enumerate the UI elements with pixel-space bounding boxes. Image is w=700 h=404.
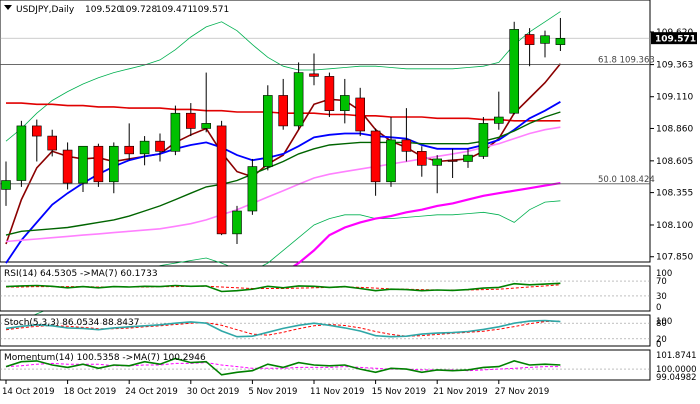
osc-tick-label: 0 xyxy=(656,340,661,350)
candle-body xyxy=(524,34,535,45)
candle-body xyxy=(324,76,335,111)
candle-body xyxy=(93,145,104,183)
rsi-label: RSI(14) 64.5305 ->MA(7) 60.1733 xyxy=(4,269,158,279)
candle-body xyxy=(416,151,427,166)
momentum-label: Momentum(14) 100.5358 ->MA(7) 100.2946 xyxy=(4,353,206,363)
price-tick-label: 109.363 xyxy=(656,61,693,71)
candle-body xyxy=(463,154,473,162)
candle-body xyxy=(201,123,211,129)
price-tick-label: 108.100 xyxy=(656,221,693,231)
date-tick-label: 5 Nov 2019 xyxy=(248,387,297,397)
candle-body xyxy=(16,125,27,181)
candle-body xyxy=(139,140,150,155)
date-tick-label: 14 Oct 2019 xyxy=(2,387,55,397)
candle-body xyxy=(31,125,42,137)
candle-body xyxy=(124,145,134,155)
candle-body xyxy=(447,159,458,162)
price-tick-label: 109.110 xyxy=(656,93,693,103)
fib-level-label: 61.8 109.363 xyxy=(598,56,655,66)
osc-tick-label: 80 xyxy=(656,319,667,329)
date-tick-label: 21 Nov 2019 xyxy=(433,387,487,397)
price-tick-label: 107.850 xyxy=(656,253,693,263)
current-price-marker xyxy=(651,32,697,45)
ohlc-low: 109.471 xyxy=(156,5,193,15)
candle-body xyxy=(370,130,381,183)
candle-body xyxy=(109,145,119,183)
indicator-line xyxy=(5,319,561,338)
osc-tick-label: 100 xyxy=(656,269,672,279)
date-axis: 14 Oct 2019 18 Oct 2019 24 Oct 2019 30 Oct … xyxy=(2,380,549,397)
date-tick-label: 30 Oct 2019 xyxy=(187,387,240,397)
date-tick-label: 18 Oct 2019 xyxy=(64,387,117,397)
date-tick-label: 27 Nov 2019 xyxy=(495,387,549,397)
candle-body xyxy=(232,210,242,235)
candle-body xyxy=(155,140,165,152)
candlesticks xyxy=(1,17,566,245)
candle-body xyxy=(355,97,366,132)
fib-level-label: 50.0 108.424 xyxy=(598,175,655,185)
candle-body xyxy=(186,112,196,129)
ohlc-high: 109.728 xyxy=(120,5,157,15)
candle-body xyxy=(293,72,304,127)
band-line xyxy=(5,11,561,142)
date-tick-label: 11 Nov 2019 xyxy=(310,387,364,397)
candle-body xyxy=(509,29,520,114)
date-tick-label: 15 Nov 2019 xyxy=(372,387,426,397)
candle-body xyxy=(386,139,396,183)
date-tick-label: 24 Oct 2019 xyxy=(125,387,178,397)
candle-body xyxy=(247,166,258,212)
candle-body xyxy=(555,37,566,45)
candle-body xyxy=(278,95,289,127)
ohlc-close: 109.571 xyxy=(192,5,229,15)
ohlc-open: 109.520 xyxy=(85,5,122,15)
osc-tick-label: 70 xyxy=(656,277,667,287)
osc-tick-label: 0 xyxy=(656,303,661,313)
candle-body xyxy=(540,35,550,44)
osc-tick-label: 99.04982 xyxy=(656,373,697,383)
osc-tick-label: 30 xyxy=(656,292,667,302)
candle-body xyxy=(493,116,504,124)
candle-body xyxy=(309,73,319,77)
current-price-label: 109.571 xyxy=(655,35,696,45)
indicator-line xyxy=(5,282,561,293)
price-axis: 109.620109.363109.110108.860108.605108.3… xyxy=(650,28,693,263)
symbol-label: USDJPY,Daily xyxy=(16,5,75,15)
candle-body xyxy=(432,158,443,166)
indicator-line xyxy=(5,357,561,376)
price-tick-label: 108.860 xyxy=(656,124,693,134)
candle-body xyxy=(216,125,227,235)
osc-tick-label: 100.0000 xyxy=(656,365,697,375)
candle-body xyxy=(170,112,181,152)
candle-body xyxy=(339,95,350,111)
rsi-panel[interactable] xyxy=(0,265,651,312)
collapse-triangle-icon[interactable] xyxy=(4,5,12,10)
candle-body xyxy=(62,149,73,184)
candle-body xyxy=(262,95,273,167)
osc-tick-label: 100 xyxy=(656,317,672,327)
price-tick-label: 108.605 xyxy=(656,157,693,167)
candle-body xyxy=(401,139,412,152)
candle-body xyxy=(478,123,489,157)
osc-tick-label: 101.8741 xyxy=(656,351,697,361)
stoch-label: Stoch(5,3,3) 86.0534 88.8437 xyxy=(4,318,139,328)
fibonacci-levels: 61.8 109.363 50.0 108.424 xyxy=(0,56,655,185)
candle-body xyxy=(47,135,58,151)
osc-tick-label: 20 xyxy=(656,335,667,345)
price-tick-label: 108.355 xyxy=(656,189,693,199)
candle-body xyxy=(1,180,11,190)
candle-body xyxy=(78,145,88,184)
moving-average-line xyxy=(5,111,561,236)
